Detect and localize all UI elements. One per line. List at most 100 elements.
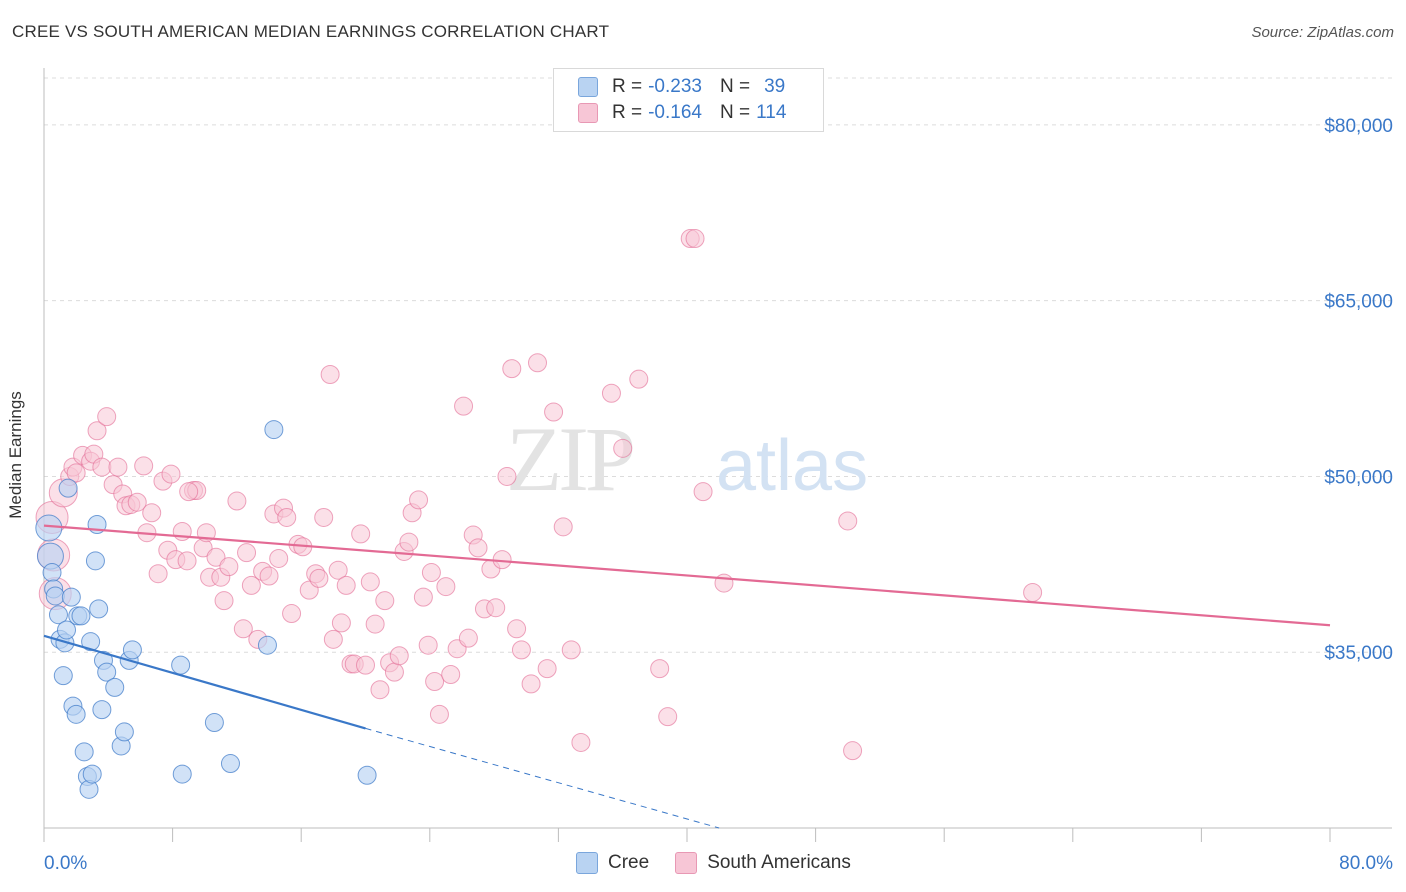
chart-title: CREE VS SOUTH AMERICAN MEDIAN EARNINGS C…: [12, 22, 610, 41]
south-americans-point: [309, 568, 329, 588]
south-americans-point: [429, 704, 449, 724]
y-tick-label: $80,000: [1324, 116, 1393, 137]
south-americans-swatch-icon: [675, 852, 698, 874]
cree-point: [35, 514, 63, 542]
cree-point: [97, 662, 117, 682]
tick-labels: $35,000 $50,000 $65,000 $80,000 0.0% 80.0%: [44, 116, 1393, 874]
south-americans-point: [544, 402, 564, 422]
cree-point: [220, 754, 240, 774]
cree-point: [58, 478, 78, 498]
south-americans-point: [127, 492, 147, 512]
south-americans-point: [389, 646, 409, 666]
south-americans-point: [142, 503, 162, 523]
south-americans-point: [241, 575, 261, 595]
south-americans-point: [134, 456, 154, 476]
south-americans-point: [328, 560, 348, 580]
cree-points: [35, 420, 377, 799]
watermark-zip: ZIP: [506, 408, 633, 510]
south-americans-point: [511, 640, 531, 660]
south-americans-point: [613, 438, 633, 458]
cree-point: [105, 677, 125, 697]
cree-point: [74, 742, 94, 762]
legend-n-value: 114: [756, 102, 787, 123]
legend-n-label: N =: [719, 76, 751, 97]
legend-r-label: R =: [612, 102, 643, 123]
cree-point: [171, 655, 191, 675]
south-americans-point: [571, 732, 591, 752]
cree-point: [48, 605, 68, 625]
south-americans-point: [237, 543, 257, 563]
south-americans-point: [148, 564, 168, 584]
cree-point: [57, 620, 77, 640]
south-americans-point: [521, 674, 541, 694]
south-americans-point: [658, 707, 678, 727]
south-americans-point: [838, 511, 858, 531]
legend-n-label: N =: [719, 102, 751, 123]
south-americans-point: [421, 563, 441, 583]
south-americans-point: [650, 659, 670, 679]
south-americans-point: [370, 680, 390, 700]
cree-point: [53, 666, 73, 686]
south-americans-point: [108, 457, 128, 477]
south-americans-point: [436, 577, 456, 597]
south-americans-point: [843, 741, 863, 761]
trend-lines: [43, 524, 1331, 829]
south-americans-point: [331, 613, 351, 633]
cree-trend-extension: [365, 727, 720, 829]
cree-point: [45, 586, 65, 606]
y-tick-label: $50,000: [1324, 467, 1393, 488]
legend-r-value: -0.164: [648, 102, 702, 123]
cree-swatch-icon: [576, 852, 598, 874]
south-americans-point: [282, 604, 302, 624]
cree-point: [66, 704, 86, 724]
legend-n-value: 39: [764, 76, 786, 97]
legend-item-south-americans[interactable]: South Americans: [675, 852, 851, 874]
legend-label-cree: Cree: [608, 852, 650, 873]
watermark-atlas: atlas: [716, 426, 868, 506]
south-americans-point: [314, 507, 334, 527]
south-americans-point: [233, 619, 253, 639]
series-legend: Cree South Americans: [576, 852, 877, 874]
cree-point: [264, 420, 284, 440]
cree-point: [71, 606, 91, 626]
south-americans-point: [486, 598, 506, 618]
south-americans-point: [409, 490, 429, 510]
south-americans-point: [214, 591, 234, 611]
cree-point: [42, 563, 62, 583]
south-americans-point: [507, 619, 527, 639]
cree-point: [114, 722, 134, 742]
legend-item-cree[interactable]: Cree: [576, 852, 649, 874]
south-americans-point: [206, 547, 226, 567]
south-americans-point: [384, 662, 404, 682]
south-americans-point: [351, 524, 371, 544]
south-americans-point: [601, 383, 621, 403]
south-americans-point: [413, 587, 433, 607]
legend-row-south-americans: R = -0.164 N = 114: [578, 100, 786, 126]
south-americans-point: [399, 532, 419, 552]
cree-point: [81, 632, 101, 652]
x-tick-label: 0.0%: [44, 853, 87, 874]
cree-point: [172, 764, 192, 784]
y-tick-label: $65,000: [1324, 292, 1393, 313]
south-americans-point: [179, 482, 199, 502]
south-americans-point: [177, 551, 197, 571]
south-americans-point: [92, 457, 112, 477]
gridlines: [44, 77, 1392, 653]
cree-trend-line: [43, 634, 366, 730]
legend-label-south-americans: South Americans: [707, 852, 851, 873]
south-americans-swatch-icon: [578, 103, 598, 123]
south-americans-point: [441, 664, 461, 684]
correlation-legend: R = -0.233 N = 39 R = -0.164 N = 114: [553, 68, 824, 132]
south-americans-point: [458, 628, 478, 648]
cree-point: [89, 599, 109, 619]
south-americans-point: [497, 466, 517, 486]
south-americans-point: [259, 566, 279, 586]
cree-point: [61, 587, 81, 607]
source-credit: Source: ZipAtlas.com: [1251, 24, 1394, 41]
south-americans-point: [277, 507, 297, 527]
south-americans-point: [528, 353, 548, 373]
south-americans-point: [323, 629, 343, 649]
cree-swatch-icon: [578, 77, 598, 97]
south-americans-point: [425, 672, 445, 692]
